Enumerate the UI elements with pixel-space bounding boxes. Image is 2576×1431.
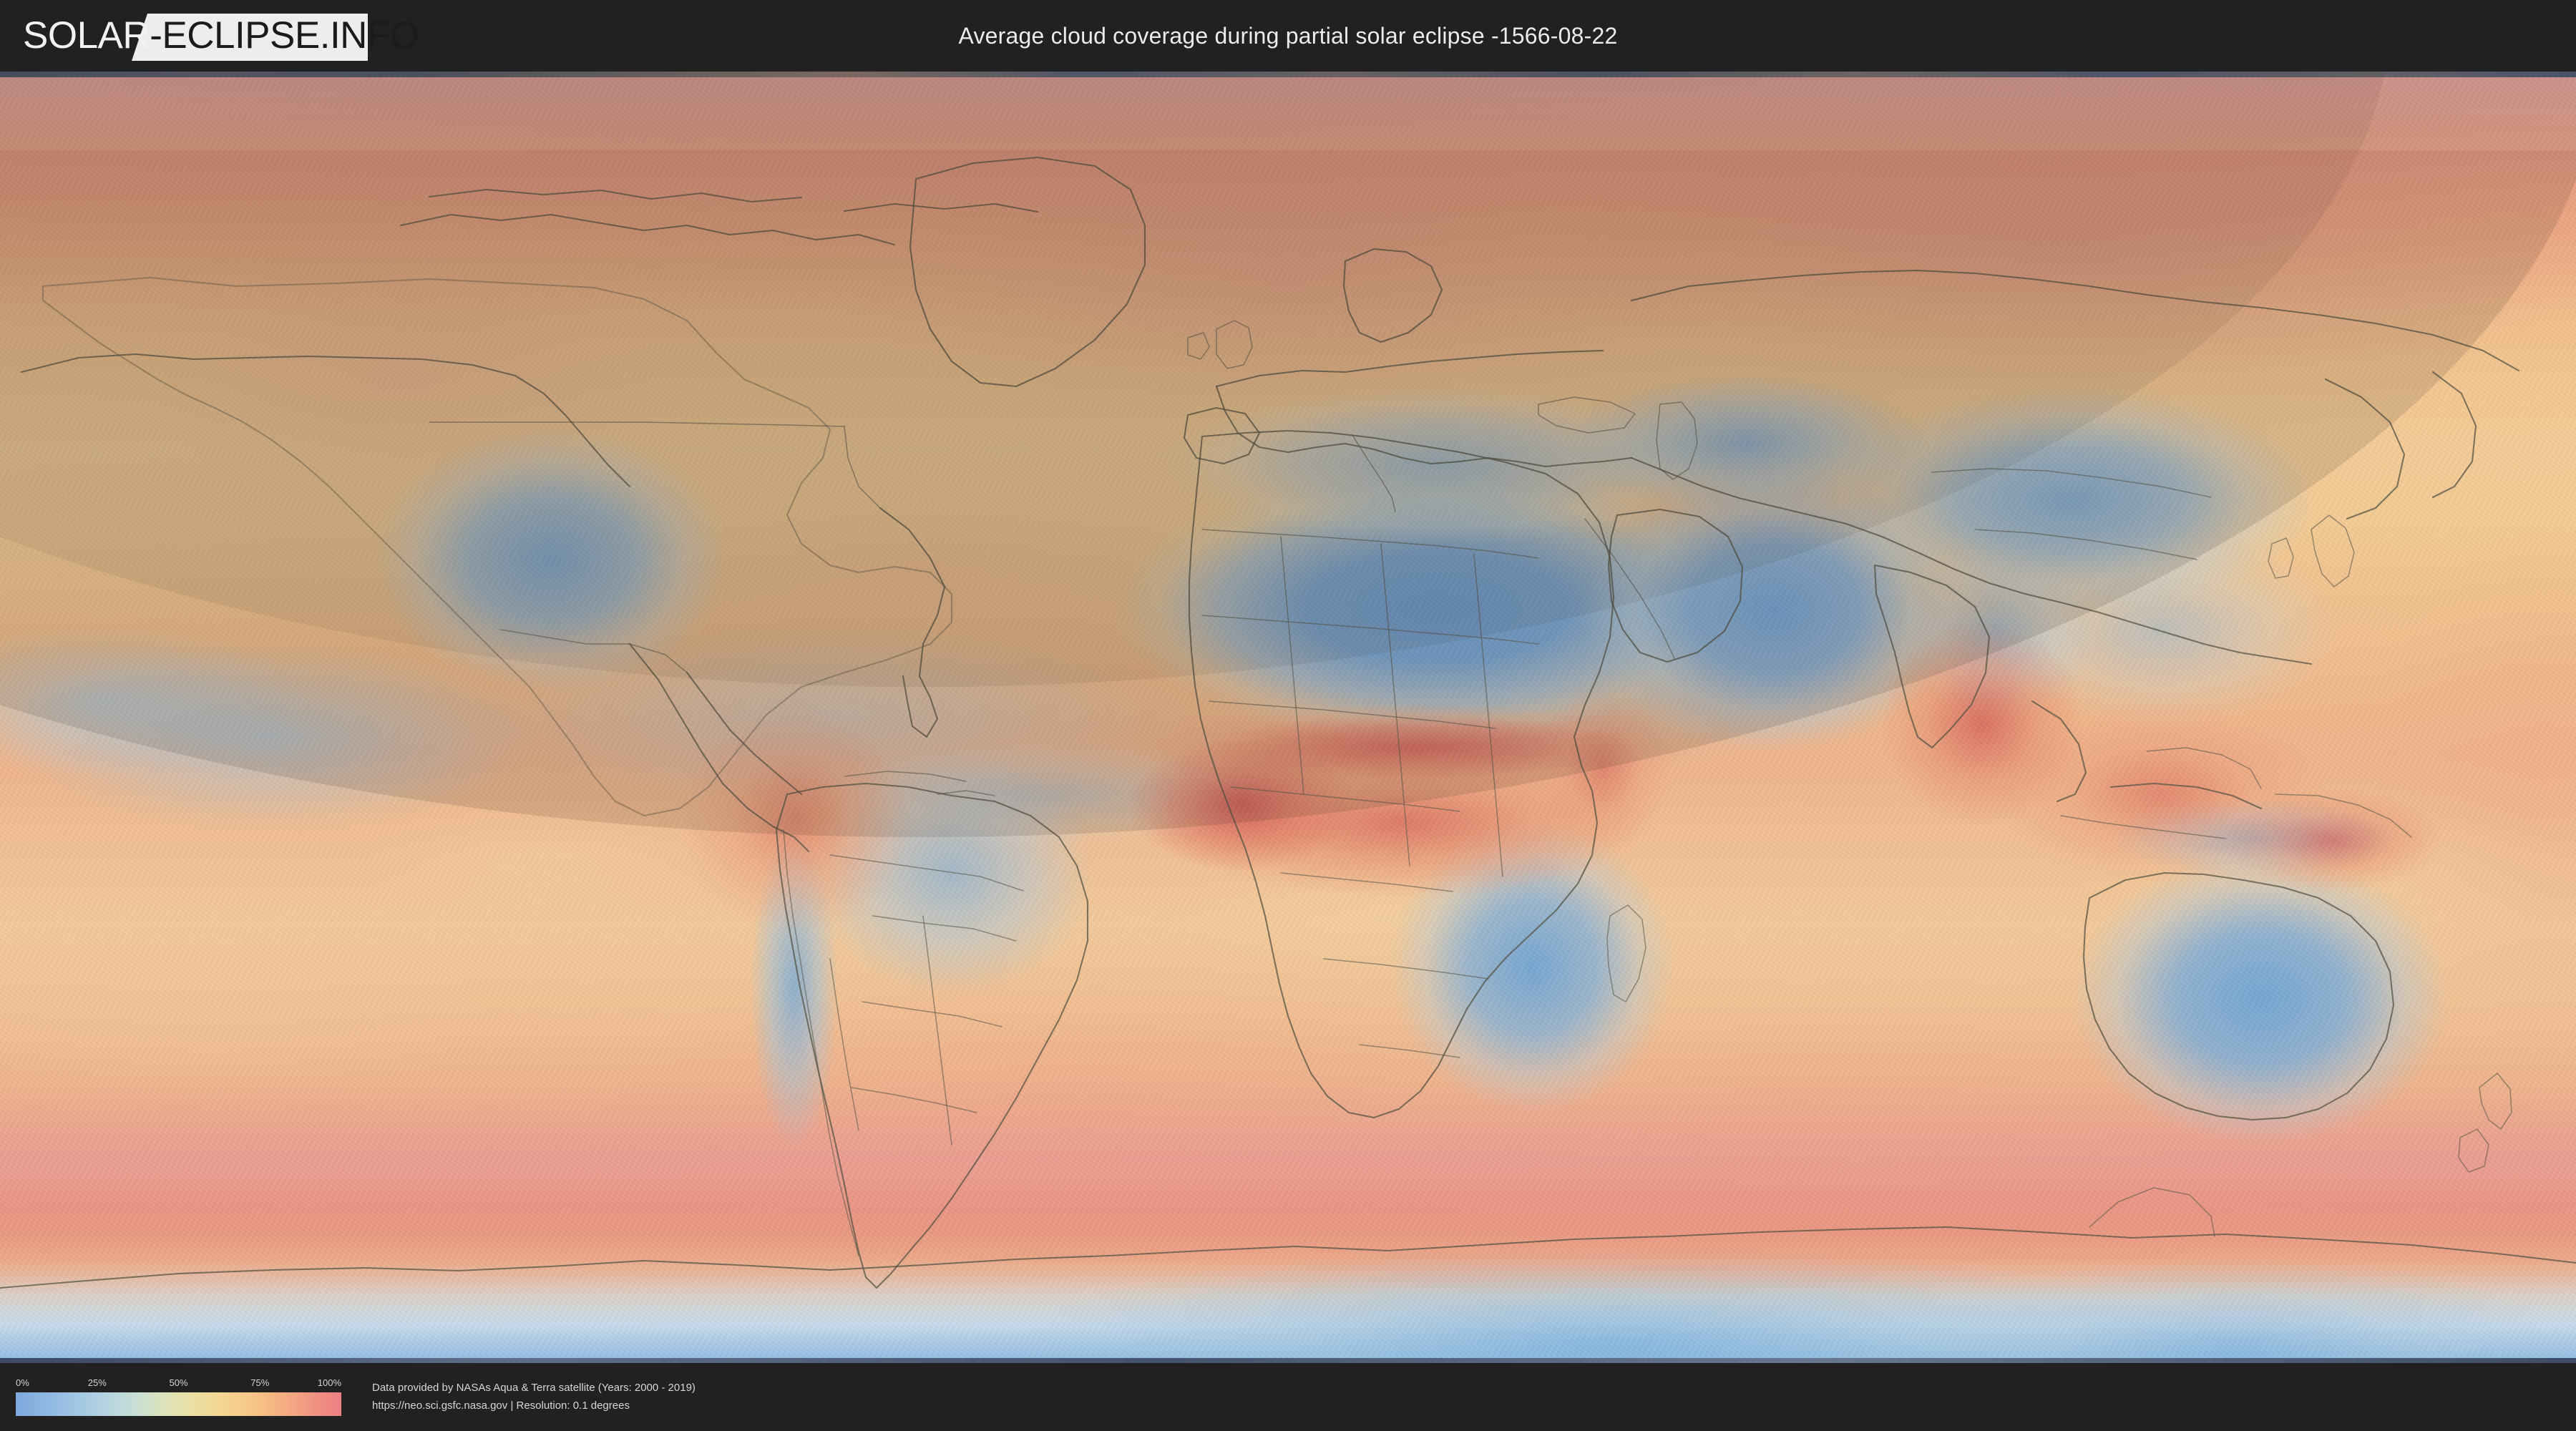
region-india: [1875, 615, 2089, 830]
region-southwest-usa: [372, 429, 744, 701]
logo-highlight-slab: [132, 14, 368, 61]
legend-tick-50: 50%: [169, 1377, 188, 1388]
page-title: Average cloud coverage during partial so…: [958, 23, 1618, 49]
region-southern-ocean-east: [1896, 1245, 2576, 1363]
region-west-africa: [1123, 737, 1360, 873]
logo-text-right: -ECLIPSE.INFO: [150, 14, 419, 57]
legend-tick-labels: 0% 25% 50% 75% 100%: [16, 1377, 341, 1390]
world-cloud-map[interactable]: [0, 72, 2576, 1363]
app-footer: 0% 25% 50% 75% 100% Data provided by NAS…: [0, 1363, 2576, 1431]
logo-text: SOLAR-ECLIPSE.INFO: [23, 10, 419, 62]
data-credit: Data provided by NASAs Aqua & Terra sate…: [372, 1379, 696, 1415]
legend-tick-100: 100%: [317, 1377, 341, 1388]
credit-line-source: Data provided by NASAs Aqua & Terra sate…: [372, 1382, 696, 1394]
region-western-amazon: [673, 701, 916, 937]
region-ethiopian-highlands: [1531, 687, 1674, 851]
map-country-outlines: [0, 156, 2576, 1289]
region-anatolia: [1560, 372, 1932, 515]
legend-tick-0: 0%: [16, 1377, 29, 1388]
legend-color-bar: [16, 1392, 341, 1416]
map-top-edge-band: [0, 72, 2576, 77]
map-bottom-edge-band: [0, 1358, 2576, 1363]
app-header: Average cloud coverage during partial so…: [0, 0, 2576, 72]
legend-tick-25: 25%: [87, 1377, 107, 1388]
site-logo[interactable]: SOLAR-ECLIPSE.INFO: [23, 10, 419, 62]
map-texture-grain: [0, 72, 2576, 1363]
region-arctic-belt: [0, 150, 2576, 315]
region-papua-new-guinea: [2218, 787, 2447, 894]
cloud-coverage-legend: 0% 25% 50% 75% 100%: [16, 1377, 341, 1416]
legend-tick-75: 75%: [250, 1377, 270, 1388]
logo-text-left: SOLAR: [23, 14, 150, 57]
region-subantarctic-belt: [0, 1173, 2576, 1295]
region-australia: [2061, 844, 2462, 1152]
credit-line-url: https://neo.sci.gsfc.nasa.gov | Resoluti…: [372, 1400, 630, 1412]
